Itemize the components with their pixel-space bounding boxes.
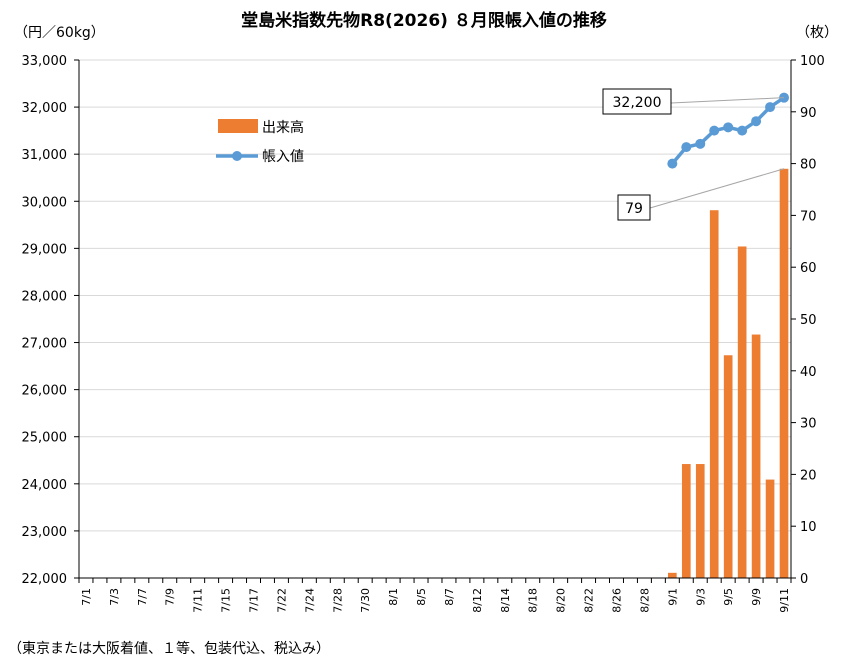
left-tick-label: 23,000 [22,525,68,540]
left-tick-label: 24,000 [22,478,68,493]
volume-bar [709,210,719,578]
x-tick-label: 7/11 [192,588,205,613]
right-tick-label: 90 [800,106,817,121]
volume-bar [737,246,747,579]
x-tick-label: 9/3 [694,588,707,606]
right-tick-label: 40 [800,365,817,380]
price-marker [681,142,692,153]
legend-line-marker [232,151,242,161]
right-tick-label: 10 [800,520,817,535]
callout-box-volume [617,194,651,221]
price-marker [695,138,706,149]
volume-bar [695,464,705,578]
x-tick-label: 9/9 [750,588,763,606]
x-tick-label: 7/3 [108,588,121,606]
right-tick-label: 60 [800,261,817,276]
volume-bar [765,479,775,578]
chart-title: 堂島米指数先物R8(2026) ８月限帳入値の推移 [241,11,607,31]
legend-line-label: 帳入値 [262,149,304,165]
x-tick-label: 7/28 [331,588,344,613]
price-marker [737,125,748,136]
callout-label-price: 32,200 [613,95,662,111]
x-tick-label: 7/1 [80,588,93,606]
left-tick-label: 33,000 [22,54,68,69]
left-tick-label: 29,000 [22,242,68,257]
x-tick-label: 8/1 [387,588,400,606]
right-tick-label: 30 [800,417,817,432]
left-axis-unit: （円／60kg） [14,25,105,41]
x-tick-label: 8/28 [638,588,651,613]
left-tick-label: 25,000 [22,431,68,446]
x-tick-label: 9/11 [778,588,791,613]
right-axis-unit: （枚） [796,25,838,41]
right-tick-label: 20 [800,468,817,483]
x-tick-label: 8/20 [555,588,568,613]
left-tick-label: 32,000 [22,101,68,116]
volume-bar [668,572,677,578]
left-tick-label: 22,000 [22,572,68,587]
x-tick-label: 7/9 [164,588,177,606]
callout-box-price [602,88,672,115]
x-tick-label: 8/14 [499,588,512,613]
legend-bar-label: 出来高 [262,119,304,136]
legend-bar-swatch [218,119,258,133]
x-tick-label: 7/17 [248,588,261,613]
x-tick-label: 7/7 [136,588,149,606]
volume-bar [751,334,761,578]
x-tick-label: 8/26 [610,588,623,613]
callout-label-volume: 79 [625,201,643,217]
x-tick-label: 8/7 [443,588,456,606]
right-tick-label: 70 [800,209,817,224]
x-tick-label: 8/18 [527,588,540,613]
right-tick-label: 80 [800,158,817,173]
right-tick-label: 0 [800,572,808,587]
volume-bar [681,464,691,578]
x-tick-label: 7/15 [220,588,233,613]
right-tick-label: 100 [800,54,825,69]
x-tick-label: 7/22 [275,588,288,613]
x-tick-label: 8/5 [415,588,428,606]
price-marker [709,125,720,136]
left-tick-label: 26,000 [22,384,68,399]
footnote: （東京または大阪着値、１等、包装代込、税込み） [8,641,330,657]
x-tick-label: 9/1 [666,588,679,606]
x-tick-label: 8/22 [583,588,596,613]
callout-leader-volume [649,168,785,209]
volume-bar [723,355,733,578]
left-tick-label: 30,000 [22,195,68,210]
x-tick-label: 9/5 [722,588,735,606]
left-tick-label: 27,000 [22,337,68,352]
price-marker [751,116,762,127]
price-marker [723,122,734,133]
price-marker [765,102,776,113]
price-marker [667,158,678,169]
x-tick-label: 8/12 [471,588,484,613]
left-tick-label: 28,000 [22,289,68,304]
callout-leader-price [670,97,785,104]
x-tick-label: 7/24 [303,588,316,613]
left-tick-label: 31,000 [22,148,68,163]
x-tick-label: 7/30 [359,588,372,613]
right-tick-label: 50 [800,313,817,328]
volume-bar [779,168,789,578]
